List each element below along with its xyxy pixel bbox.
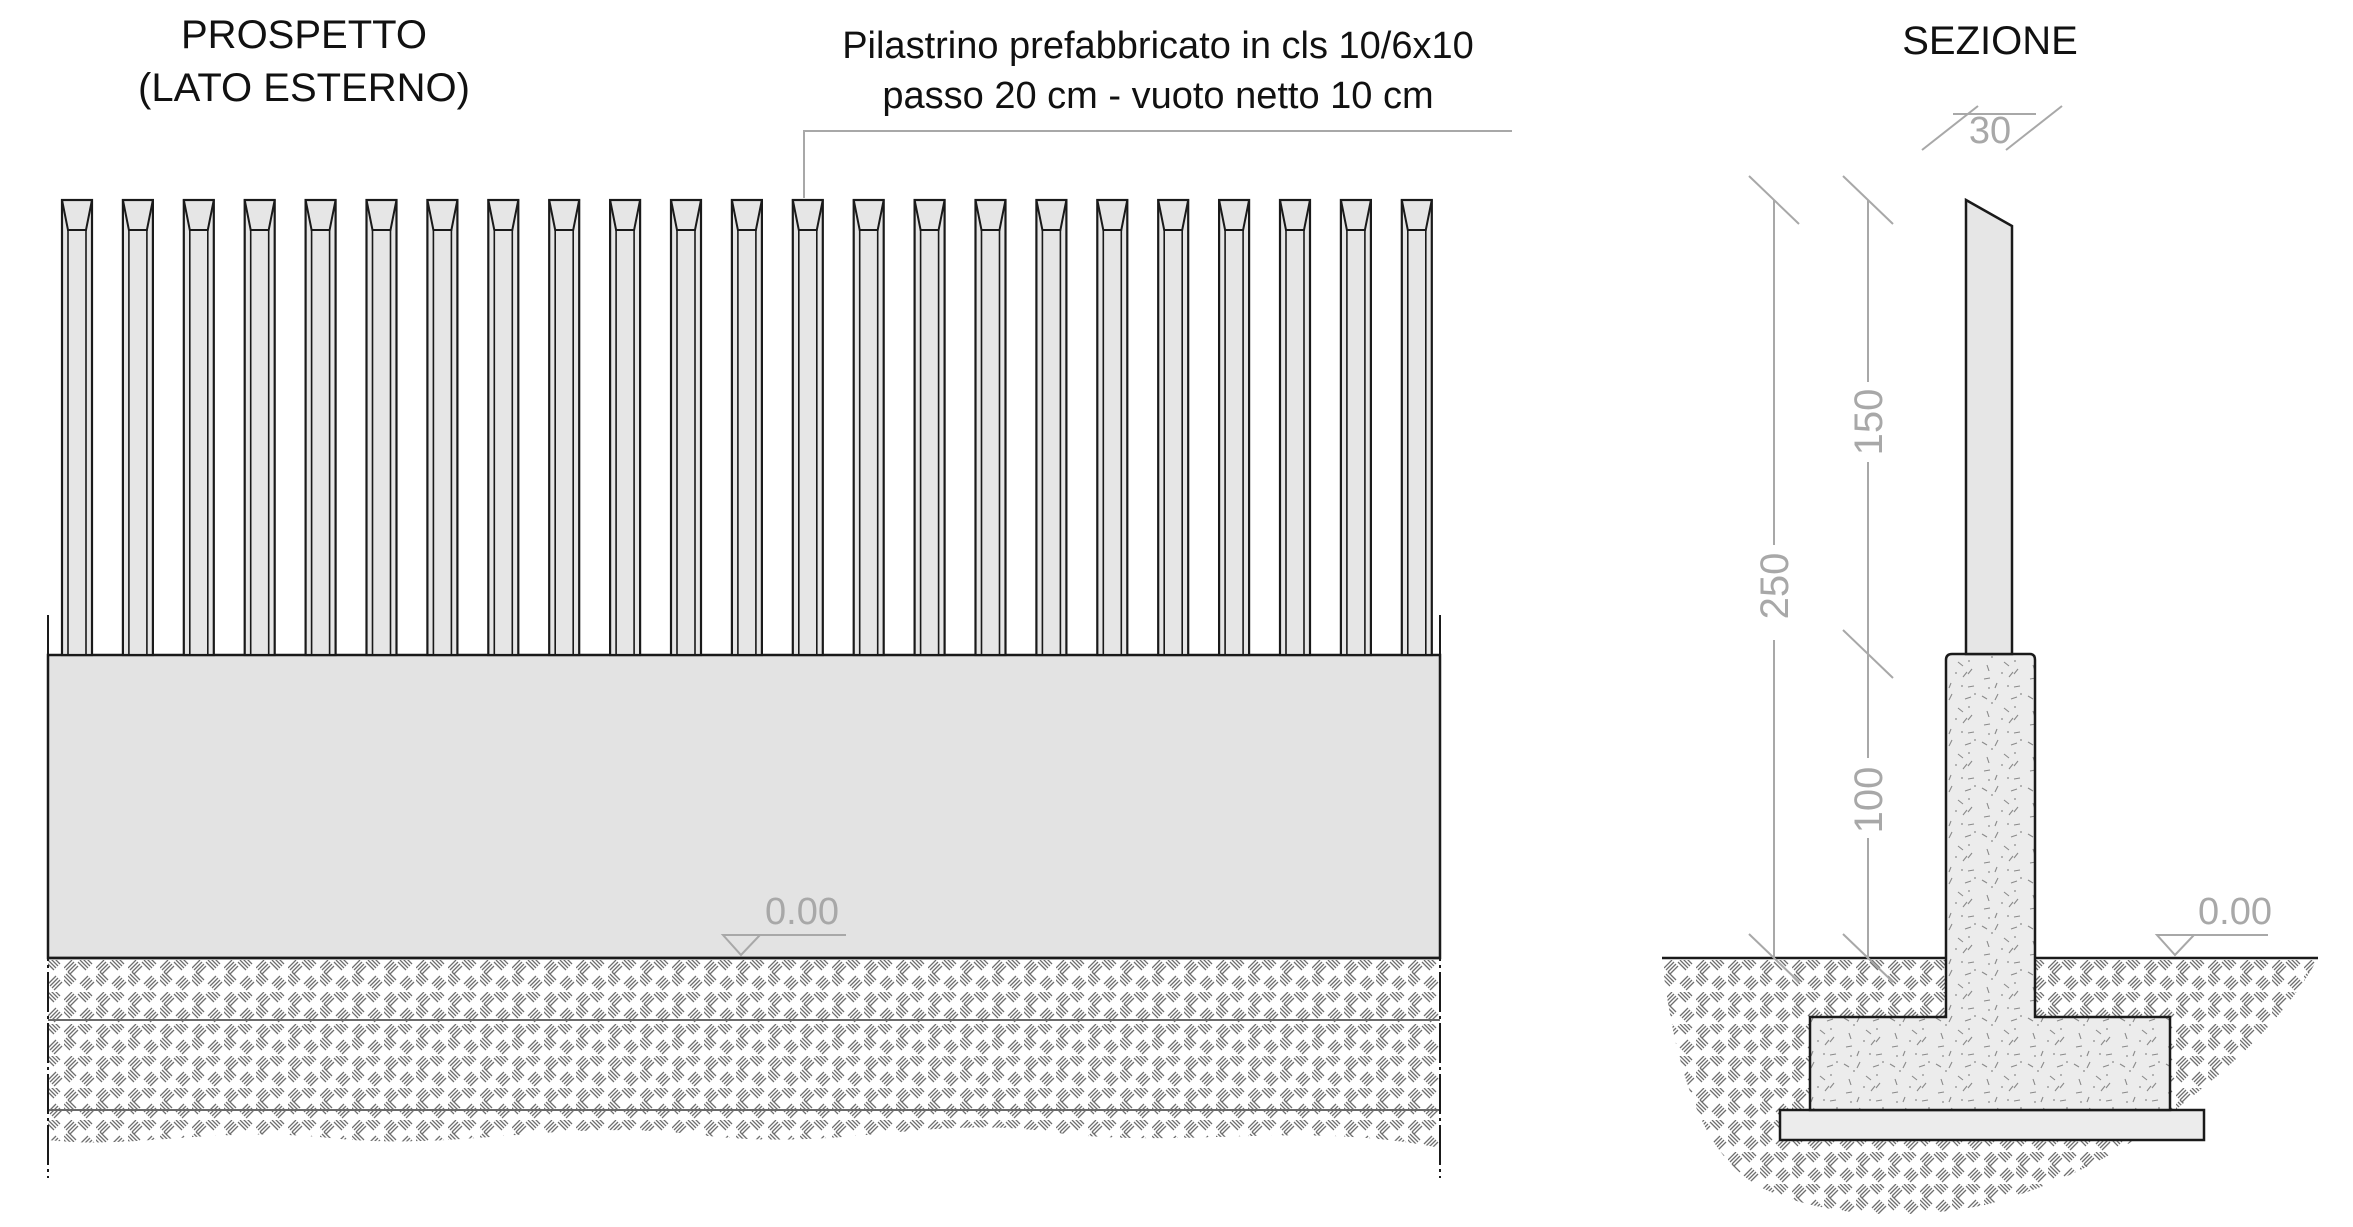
annotation-line2: passo 20 cm - vuoto netto 10 cm [882,75,1433,117]
section-title: SEZIONE [1902,19,2078,63]
dimension-upper: 150 [1842,175,1894,679]
precast-post [730,198,764,657]
precast-post [426,198,459,657]
precast-post [791,198,824,657]
dim-total-label: 250 [1753,553,1797,620]
precast-post [365,198,398,657]
precast-post [243,198,276,657]
dimension-top: 30 [1921,105,2063,152]
precast-post [669,198,703,657]
precast-post [1035,198,1068,657]
elevation-soil-hatch [48,958,1440,1148]
precast-post [548,198,581,657]
dim-upper-label: 150 [1847,389,1891,456]
precast-post [913,198,946,657]
precast-post [974,198,1007,657]
precast-post [182,198,215,657]
precast-post [1278,198,1312,657]
annotation-leader [803,130,1512,198]
post-annotation: Pilastrino prefabbricato in cls 10/6x10 … [842,25,1474,117]
posts-row [60,198,1433,657]
precast-post [1339,198,1373,657]
precast-post [1096,198,1129,657]
section-post [1964,197,2014,656]
precast-post [1400,198,1433,657]
base-wall [46,653,1442,960]
precast-post [121,198,155,657]
dimension-lower: 100 [1842,654,1894,983]
precast-post [60,198,94,657]
section-level-label: 0.00 [2198,891,2272,933]
lean-concrete-pad [1778,1108,2206,1142]
elevation-title-line2: (LATO ESTERNO) [138,66,470,110]
level-label: 0.00 [765,891,839,933]
section-level-marker: 0.00 [2154,891,2272,957]
dim-top-label: 30 [1969,110,2011,152]
level-marker: 0.00 [720,891,846,957]
elevation-title-line1: PROSPETTO [181,13,427,57]
precast-post [852,198,885,657]
annotation-line1: Pilastrino prefabbricato in cls 10/6x10 [842,25,1474,67]
dim-lower-label: 100 [1847,767,1891,834]
section-view: SEZIONE 30 250 [1662,19,2318,1215]
precast-post [608,198,642,657]
footing-and-stem [1808,652,2172,1112]
dimension-total: 250 [1748,175,1800,983]
precast-post [1217,198,1251,657]
precast-post [304,198,337,657]
elevation-view: PROSPETTO (LATO ESTERNO) 0.00 [46,13,1512,1178]
precast-post [487,198,520,657]
precast-post [1157,198,1190,657]
